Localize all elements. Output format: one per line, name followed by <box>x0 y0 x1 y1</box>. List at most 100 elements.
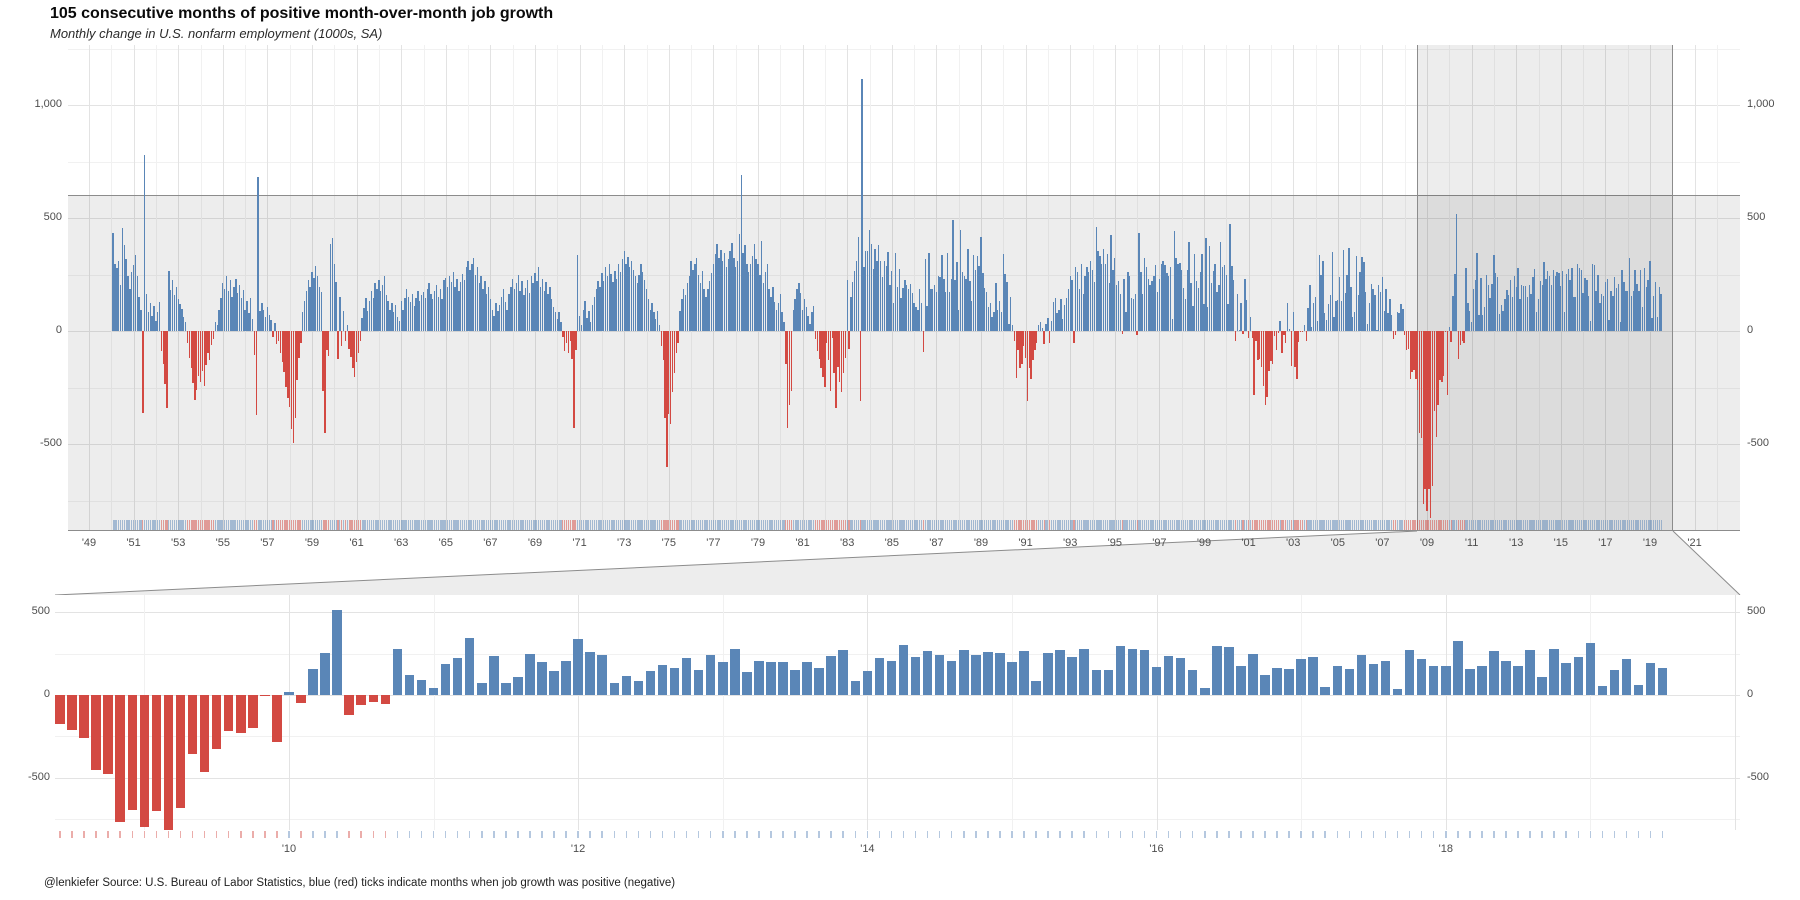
bar <box>1396 311 1398 331</box>
rug-tick <box>720 520 722 530</box>
rug-tick <box>1435 520 1437 530</box>
bar <box>1364 291 1367 331</box>
rug-tick <box>1426 520 1428 530</box>
rug-tick <box>185 520 187 530</box>
rug-tick <box>539 520 542 530</box>
bar <box>896 286 899 331</box>
bar <box>681 298 683 331</box>
bar <box>733 257 735 332</box>
rug-tick <box>183 520 185 530</box>
bar <box>1398 312 1400 331</box>
x-tick-label: '73 <box>617 537 632 549</box>
bar <box>1482 315 1484 331</box>
bar <box>284 692 294 695</box>
bar <box>67 695 77 730</box>
gridline-x <box>1590 595 1592 830</box>
bar <box>551 298 553 331</box>
rug-tick <box>906 520 908 530</box>
bar <box>595 289 598 331</box>
bar <box>1422 331 1424 504</box>
bar <box>501 683 511 695</box>
bar <box>1138 233 1140 331</box>
month-tick <box>806 831 808 838</box>
gridline-y <box>68 274 1740 276</box>
bar <box>590 321 592 331</box>
rug-tick <box>342 520 345 530</box>
rug-tick <box>660 520 662 530</box>
rug-tick <box>1450 520 1452 530</box>
rug-tick <box>958 520 960 530</box>
rug-tick <box>515 520 517 530</box>
rug-tick <box>240 520 242 530</box>
rug-tick <box>917 520 919 530</box>
bar <box>801 309 804 331</box>
rug-tick <box>828 520 830 530</box>
bar <box>367 311 369 331</box>
rug-tick <box>437 520 439 530</box>
rug-tick <box>690 520 692 530</box>
rug-tick <box>402 520 404 530</box>
x-tick-label: '89 <box>973 537 989 549</box>
bar <box>963 275 965 331</box>
rug-tick <box>149 520 151 530</box>
bar <box>112 233 114 331</box>
bar <box>735 266 737 331</box>
rug-tick <box>1391 520 1393 530</box>
bar <box>887 252 889 331</box>
rug-tick <box>727 520 729 530</box>
rug-tick <box>246 520 248 530</box>
bar <box>432 298 434 331</box>
bar <box>1199 271 1201 331</box>
rug-tick <box>1155 520 1157 530</box>
bar <box>1246 299 1248 331</box>
bar <box>1175 657 1186 695</box>
x-tick-label: '91 <box>1018 537 1033 549</box>
rug-tick <box>1147 520 1149 530</box>
x-tick-label: '21 <box>1687 537 1702 549</box>
rug-tick <box>1563 520 1566 530</box>
rug-tick <box>1617 520 1619 530</box>
bar <box>742 671 752 695</box>
month-tick <box>685 831 688 838</box>
rug-tick <box>398 520 400 530</box>
bar <box>790 331 793 391</box>
bar <box>723 253 726 331</box>
month-tick <box>1143 831 1146 838</box>
month-tick <box>360 831 363 838</box>
bar <box>829 331 832 391</box>
rug-tick <box>790 520 793 530</box>
bar <box>190 331 192 369</box>
rug-tick <box>1625 520 1627 530</box>
rug-tick <box>424 520 426 530</box>
bar <box>889 284 891 331</box>
bar <box>956 262 958 331</box>
rug-tick <box>1134 520 1136 530</box>
rug-tick <box>250 520 252 530</box>
rug-tick <box>1335 520 1337 530</box>
bar <box>183 316 185 331</box>
bar <box>792 309 794 331</box>
gridline-x <box>89 45 90 530</box>
rug-tick <box>1140 520 1142 530</box>
rug-tick <box>664 520 666 530</box>
bar <box>1532 277 1534 331</box>
month-tick <box>1264 831 1266 838</box>
bar <box>853 271 856 331</box>
bar <box>354 331 356 378</box>
rug-tick <box>870 520 872 530</box>
bar <box>162 331 165 364</box>
bar <box>727 259 729 331</box>
rug-tick <box>502 520 504 530</box>
bar <box>1493 254 1495 331</box>
bar <box>437 296 440 331</box>
bar <box>971 654 981 695</box>
rug-tick <box>1454 520 1456 530</box>
rug-tick <box>1262 520 1265 530</box>
rug-tick <box>861 520 863 530</box>
bar <box>91 695 101 770</box>
x-tick-label: '05 <box>1330 537 1345 549</box>
bar <box>1154 265 1157 331</box>
bar <box>157 311 159 331</box>
bar <box>569 331 571 341</box>
bar <box>1374 295 1376 331</box>
